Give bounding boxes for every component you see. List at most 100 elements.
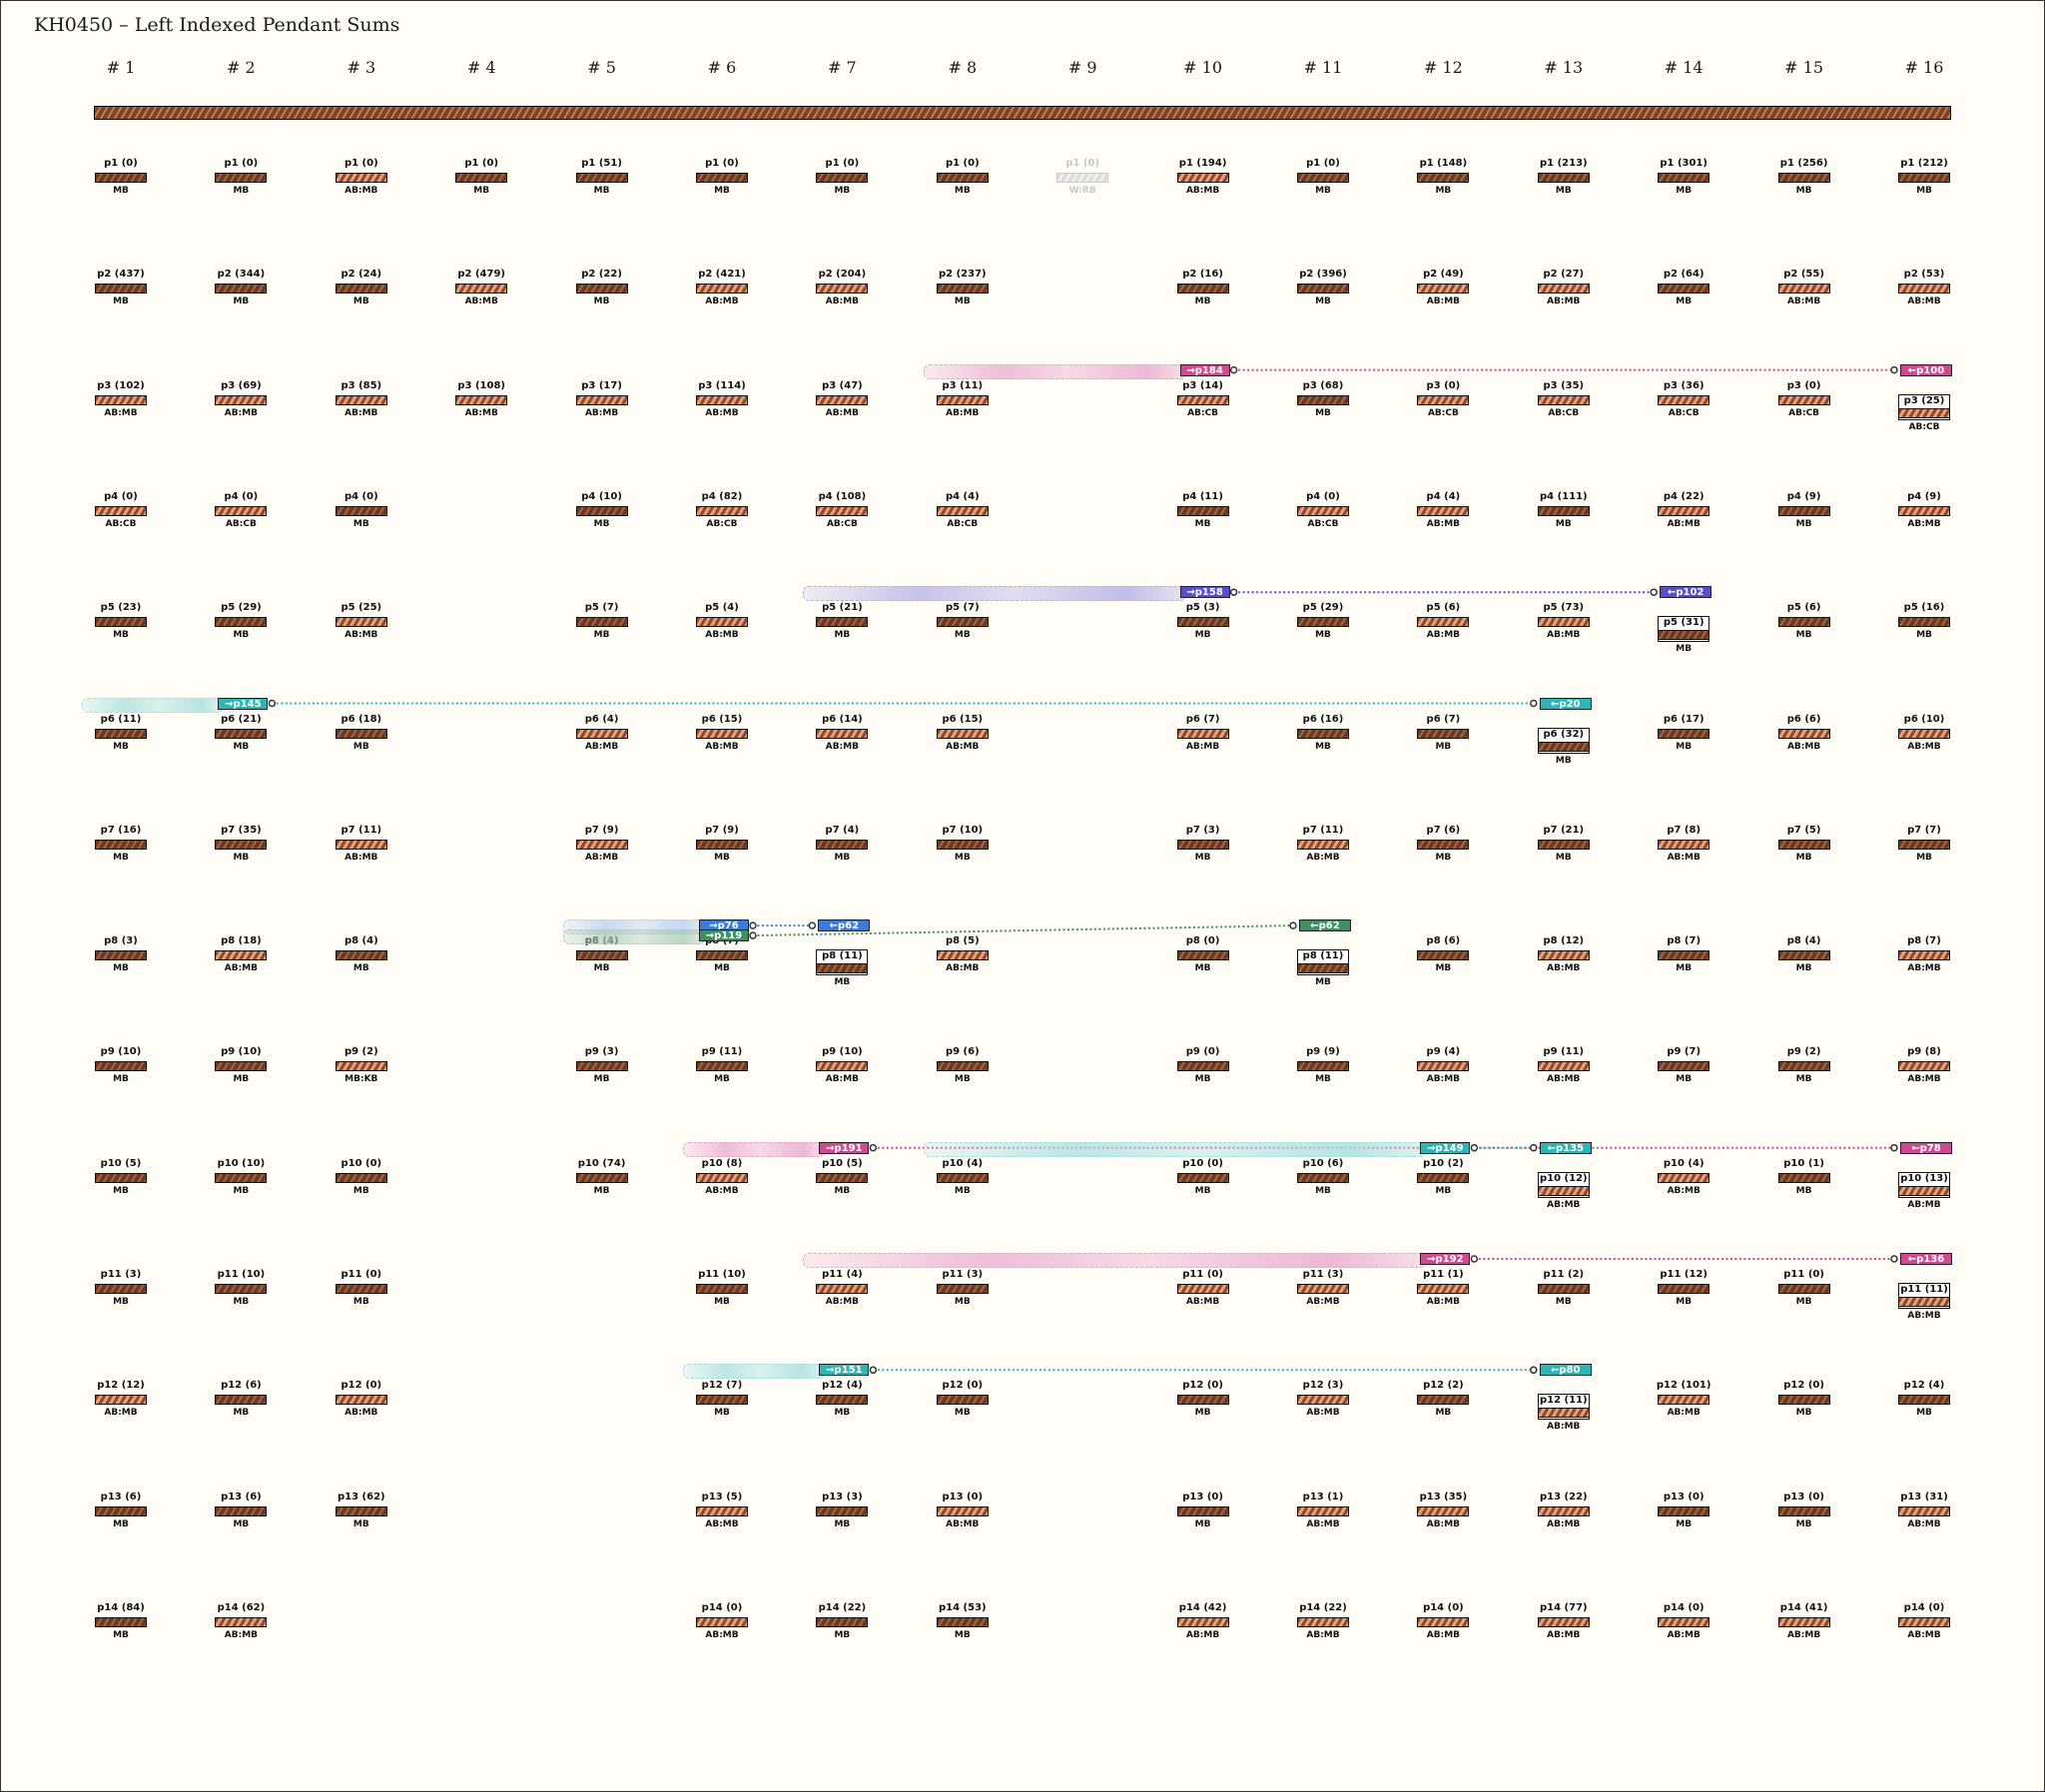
pendant-cord (1176, 284, 1229, 295)
pendant-label: p2 (55) (1783, 269, 1824, 281)
pendant-label: p2 (24) (341, 269, 382, 281)
pendant-label: p6 (15) (701, 713, 743, 725)
link-endpoint (1890, 1143, 1898, 1152)
pendant-cord (215, 1395, 268, 1406)
pendant-cord (696, 1284, 748, 1294)
pendant-color-code: MB (1795, 630, 1812, 641)
pendant-cord (95, 284, 147, 295)
pendant-label: p3 (68) (1302, 379, 1344, 391)
pendant-cord (1658, 1172, 1710, 1183)
pendant-color-code: MB (1435, 741, 1452, 752)
column-header: # 8 (948, 58, 978, 77)
pendant-label: p11 (11) (1900, 1284, 1948, 1295)
pendant-color-code: AB:MB (344, 630, 378, 641)
pendant-cord (575, 394, 628, 405)
pendant-label: p8 (18) (221, 935, 262, 947)
pendant-label: p13 (0) (1783, 1491, 1824, 1502)
pendant-cord (575, 1061, 628, 1072)
pendant-color-code: AB:MB (1547, 1422, 1581, 1433)
pendant-color-code: MB (1194, 1518, 1211, 1529)
pendant-label: p5 (3) (1185, 602, 1220, 614)
pendant-cord (335, 617, 387, 628)
pendant-cord (95, 1061, 147, 1072)
pendant-label: p10 (13) (1900, 1172, 1948, 1184)
pendant-cord (95, 1284, 147, 1294)
pendant-cord (1297, 1061, 1349, 1072)
pendant-label: p14 (62) (217, 1601, 266, 1613)
pendant-color-code: AB:MB (1907, 518, 1941, 529)
link-from-tag: →p158 (1179, 586, 1230, 599)
pendant-color-code: AB:MB (1426, 1074, 1461, 1085)
pendant-color-code: AB:CB (105, 518, 137, 529)
pendant-cord (696, 1616, 748, 1627)
pendant-label: p5 (73) (1543, 602, 1585, 614)
pendant-cord (1898, 173, 1950, 183)
pendant-cord (1658, 1395, 1710, 1406)
pendant-label: p7 (6) (1426, 824, 1461, 836)
link-to-tag: ←p62 (818, 919, 871, 932)
pendant-cord (1176, 728, 1229, 739)
pendant-color-code: AB:MB (1667, 1629, 1701, 1640)
pendant-cord (1417, 505, 1470, 516)
pendant-label: p12 (0) (1182, 1380, 1223, 1392)
pendant-cord (936, 839, 989, 850)
pendant-label: p12 (0) (942, 1380, 984, 1392)
pendant-label: p4 (82) (701, 490, 743, 502)
pendant-label: p6 (7) (1185, 713, 1220, 725)
pendant-color-code: MB (593, 518, 610, 529)
pendant-cord (936, 1061, 989, 1072)
pendant-label: p11 (2) (1543, 1269, 1585, 1280)
pendant-color-code: MB (113, 1297, 129, 1307)
pendant-label: p8 (4) (343, 935, 378, 947)
pendant-label: p4 (108) (818, 490, 867, 502)
link-from-tag: →p184 (1179, 363, 1230, 376)
pendant-color-code: MB (1795, 1074, 1812, 1085)
link-endpoint (1229, 365, 1238, 374)
pendant-label: p6 (7) (1426, 713, 1461, 725)
pendant-cord (696, 617, 748, 628)
pendant-color-code: AB:MB (1306, 1629, 1340, 1640)
pendant-cord (215, 1505, 268, 1516)
pendant-cord (1537, 617, 1590, 628)
pendant-color-code: AB:MB (825, 407, 860, 418)
pendant-cord (816, 1172, 869, 1183)
pendant-label: p6 (10) (1903, 713, 1945, 725)
pendant-color-code: AB:CB (1307, 518, 1339, 529)
pendant-cord (1417, 173, 1470, 183)
pendant-color-code: AB:MB (1907, 741, 1941, 752)
pendant-color-code: AB:MB (1907, 297, 1941, 307)
pendant-cord (1297, 1284, 1349, 1294)
pendant-color-code: MB (1435, 852, 1452, 863)
pendant-cord (1176, 1172, 1229, 1183)
pendant-label: p6 (32) (1543, 728, 1585, 740)
pendant-label: p5 (23) (100, 602, 142, 614)
pendant-cord (1297, 728, 1349, 739)
pendant-label: p5 (25) (341, 602, 382, 614)
pendant-label: p5 (16) (1903, 602, 1945, 614)
pendant-label: p1 (0) (343, 158, 378, 169)
pendant-cord (1537, 284, 1590, 295)
pendant-cord (696, 505, 748, 516)
pendant-label: p10 (0) (1182, 1157, 1223, 1169)
pendant-color-code: AB:MB (584, 741, 619, 752)
pendant-label: p2 (421) (698, 269, 746, 281)
pendant-cord (1777, 1505, 1830, 1516)
pendant-cord (1658, 950, 1710, 961)
pendant-color-code: AB:MB (224, 407, 259, 418)
pendant-color-code: MB (1194, 518, 1211, 529)
pendant-label: p10 (4) (942, 1157, 984, 1169)
pendant-label: p9 (3) (584, 1046, 619, 1058)
pendant-cord (1176, 1616, 1229, 1627)
pendant-label: p12 (11) (1539, 1395, 1588, 1407)
pendant-label: p8 (7) (1907, 935, 1941, 947)
pendant-color-code: AB:MB (705, 630, 739, 641)
pendant-color-code: MB (233, 630, 250, 641)
pendant-color-code: MB (714, 852, 730, 863)
column-header: # 1 (106, 58, 136, 77)
pendant-cord (1297, 963, 1349, 974)
pendant-cord (335, 1061, 387, 1072)
pendant-label: p11 (1) (1423, 1269, 1464, 1280)
pendant-cord (575, 1172, 628, 1183)
pendant-cord (95, 1172, 147, 1183)
pendant-cord (1898, 1061, 1950, 1072)
